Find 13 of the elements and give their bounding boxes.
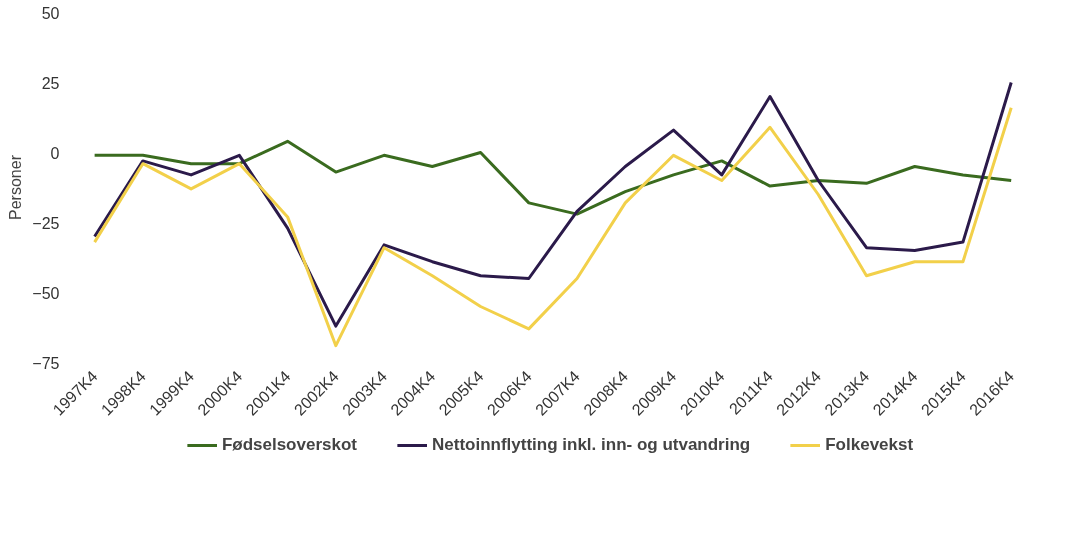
y-axis-title: Personer — [7, 154, 25, 220]
y-tick-label: −25 — [32, 214, 60, 232]
y-tick-label: −50 — [32, 284, 60, 302]
line-series — [93, 106, 1013, 348]
y-tick-label: −75 — [32, 354, 60, 372]
line-series — [93, 139, 1013, 216]
legend-label: Nettoinnflytting inkl. inn- og utvandring — [431, 435, 751, 455]
legend-label: Fødselsoverskot — [221, 435, 357, 455]
y-tick-label: 0 — [50, 144, 60, 162]
line-series — [93, 81, 1013, 328]
y-tick-label: 25 — [41, 74, 60, 92]
legend-label: Folkevekst — [825, 435, 914, 455]
y-tick-label: 50 — [41, 4, 60, 22]
